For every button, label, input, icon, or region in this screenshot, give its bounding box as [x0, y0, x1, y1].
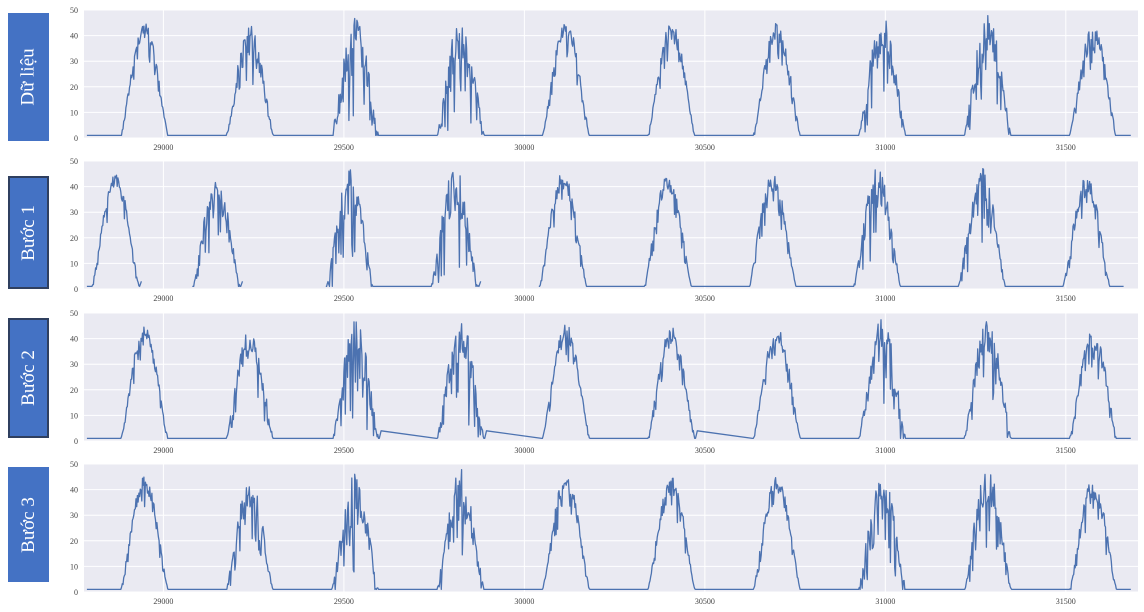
- y-tick-label: 20: [70, 386, 78, 395]
- y-tick-label: 10: [70, 108, 78, 117]
- y-tick-label: 0: [74, 437, 78, 446]
- series-line: [86, 174, 143, 288]
- y-tick-label: 20: [70, 83, 78, 92]
- row-label-text: Bước 3: [17, 496, 39, 553]
- x-tick-label: 30000: [514, 597, 534, 606]
- y-tick-label: 50: [70, 460, 78, 469]
- x-tick-label: 31000: [875, 597, 895, 606]
- y-tick-label: 50: [70, 157, 78, 166]
- series-line: [86, 14, 1131, 137]
- row-label-text: Bước 1: [17, 204, 39, 261]
- x-tick-label: 30500: [695, 294, 715, 303]
- series-line: [192, 181, 244, 288]
- x-tick-label: 31000: [875, 446, 895, 455]
- plot-background: [84, 464, 1138, 592]
- plot-background: [84, 10, 1138, 138]
- row-label-text: Dữ liệu: [17, 48, 39, 106]
- x-tick-label: 30500: [695, 143, 715, 152]
- x-tick-label: 31500: [1056, 597, 1076, 606]
- row-label-step-2: Bước 2: [8, 318, 49, 438]
- x-tick-label: 29000: [153, 597, 173, 606]
- x-tick-label: 31500: [1056, 143, 1076, 152]
- y-tick-label: 10: [70, 411, 78, 420]
- y-tick-label: 0: [74, 285, 78, 294]
- plot-background: [84, 313, 1138, 441]
- y-tick-label: 30: [70, 208, 78, 217]
- series-line: [538, 167, 1124, 288]
- x-tick-label: 29000: [153, 446, 173, 455]
- x-tick-label: 30000: [514, 294, 534, 303]
- y-tick-label: 30: [70, 57, 78, 66]
- y-tick-label: 50: [70, 6, 78, 15]
- series-line: [86, 319, 1131, 440]
- x-tick-label: 29500: [334, 143, 354, 152]
- y-tick-label: 0: [74, 134, 78, 143]
- row-label-data: Dữ liệu: [8, 13, 49, 141]
- x-tick-label: 29500: [334, 294, 354, 303]
- y-tick-label: 0: [74, 588, 78, 597]
- x-tick-label: 31000: [875, 143, 895, 152]
- row-label-step-1: Bước 1: [8, 176, 49, 289]
- y-tick-label: 30: [70, 360, 78, 369]
- y-tick-label: 40: [70, 486, 78, 495]
- x-tick-label: 31000: [875, 294, 895, 303]
- x-tick-label: 29500: [334, 597, 354, 606]
- x-tick-label: 29000: [153, 143, 173, 152]
- row-label-text: Bước 2: [17, 350, 39, 406]
- x-tick-label: 29500: [334, 446, 354, 455]
- x-tick-label: 29000: [153, 294, 173, 303]
- y-tick-label: 40: [70, 32, 78, 41]
- series-line: [325, 169, 482, 288]
- x-tick-label: 30500: [695, 446, 715, 455]
- y-tick-label: 40: [70, 183, 78, 192]
- y-tick-label: 10: [70, 562, 78, 571]
- chart-panel-step-2: 0 10 20 30 40 50 29000 29500 30000 30500 31000 3150…: [70, 309, 1138, 455]
- x-tick-label: 31500: [1056, 446, 1076, 455]
- x-tick-label: 30500: [695, 597, 715, 606]
- y-tick-label: 30: [70, 511, 78, 520]
- x-tick-label: 31500: [1056, 294, 1076, 303]
- y-tick-label: 20: [70, 234, 78, 243]
- row-label-step-3: Bước 3: [8, 467, 49, 582]
- y-tick-label: 10: [70, 259, 78, 268]
- x-tick-label: 30000: [514, 446, 534, 455]
- series-line: [86, 469, 1131, 591]
- chart-panel-step-3: 0 10 20 30 40 50 29000 29500 30000 30500 31000 3150…: [70, 460, 1138, 606]
- y-tick-label: 50: [70, 309, 78, 318]
- chart-panel-data: 0 10 20 30 40 50 29000 29500 30000 30500 31000 3150…: [70, 6, 1138, 152]
- y-tick-label: 40: [70, 335, 78, 344]
- x-tick-label: 30000: [514, 143, 534, 152]
- y-tick-label: 20: [70, 537, 78, 546]
- chart-panel-step-1: 0 10 20 30 40 50 29000 29500 30000 30500 31000 3150…: [70, 157, 1138, 303]
